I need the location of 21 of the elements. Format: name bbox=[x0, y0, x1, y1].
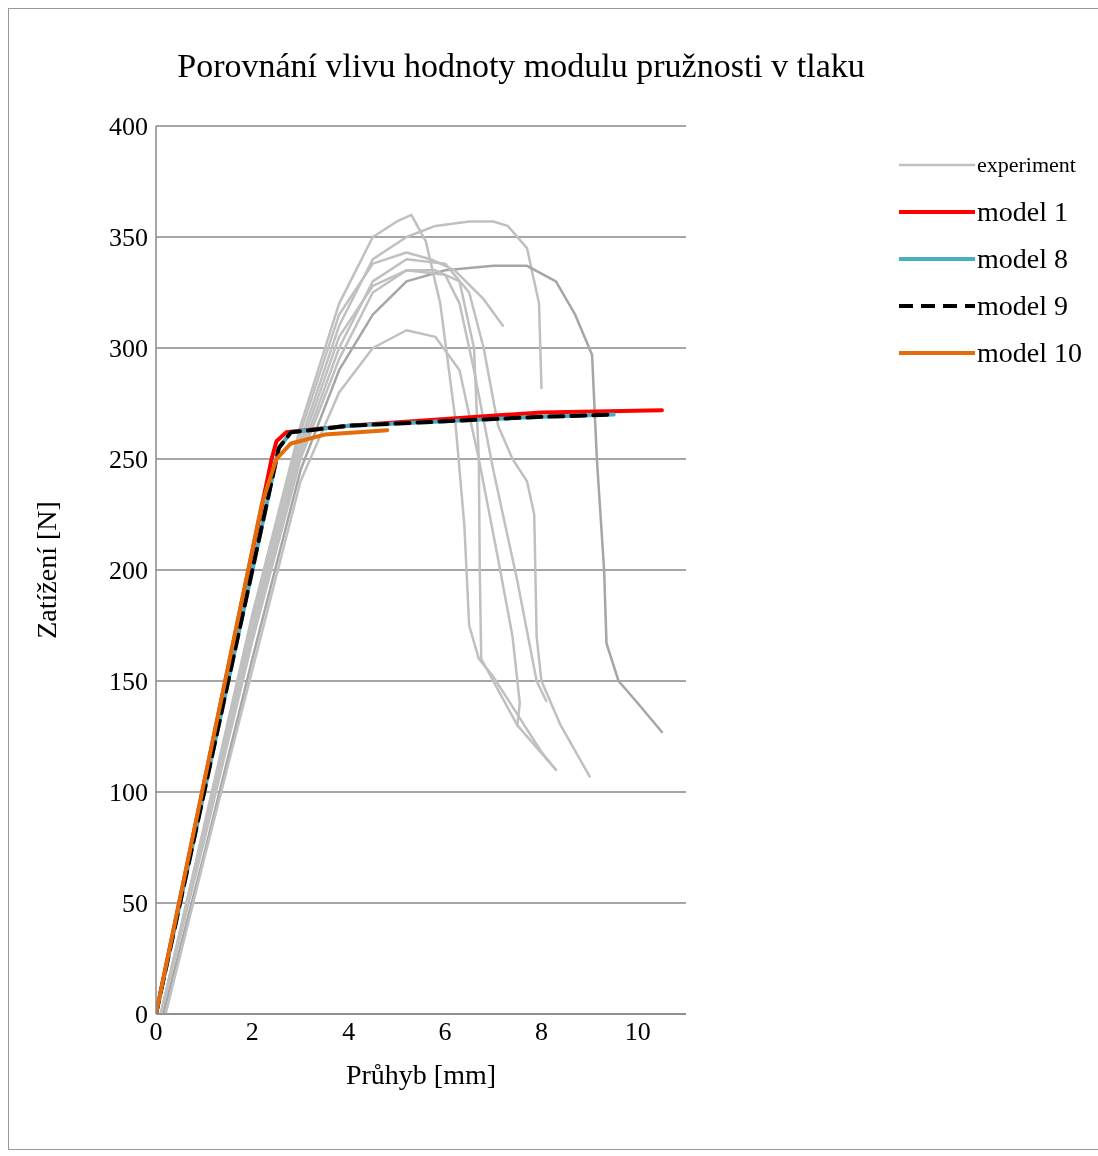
y-tick-label: 300 bbox=[109, 334, 148, 364]
legend-label: model 8 bbox=[977, 242, 1068, 275]
legend-label: experiment bbox=[977, 151, 1076, 178]
x-axis-title: Průhyb [mm] bbox=[345, 1059, 497, 1090]
x-tick-label: 6 bbox=[438, 1017, 452, 1047]
x-tick-label: 4 bbox=[342, 1017, 356, 1047]
legend-label: model 9 bbox=[977, 289, 1068, 322]
y-tick-label: 400 bbox=[109, 112, 148, 142]
legend-label: model 1 bbox=[977, 195, 1068, 228]
x-tick-label: 8 bbox=[534, 1017, 548, 1047]
y-tick-label: 350 bbox=[109, 223, 148, 253]
chart-title: Porovnání vlivu hodnoty modulu pružnosti v tlaku bbox=[176, 47, 866, 85]
y-tick-label: 200 bbox=[109, 556, 148, 586]
y-tick-label: 50 bbox=[122, 889, 148, 919]
x-tick-label: 2 bbox=[245, 1017, 259, 1047]
y-axis-title: Zatížení [N] bbox=[30, 501, 62, 639]
legend-label: model 10 bbox=[977, 336, 1082, 369]
x-tick-label: 10 bbox=[624, 1017, 651, 1047]
y-tick-label: 100 bbox=[109, 778, 148, 808]
y-tick-label: 150 bbox=[109, 667, 148, 697]
y-tick-label: 250 bbox=[109, 445, 148, 475]
